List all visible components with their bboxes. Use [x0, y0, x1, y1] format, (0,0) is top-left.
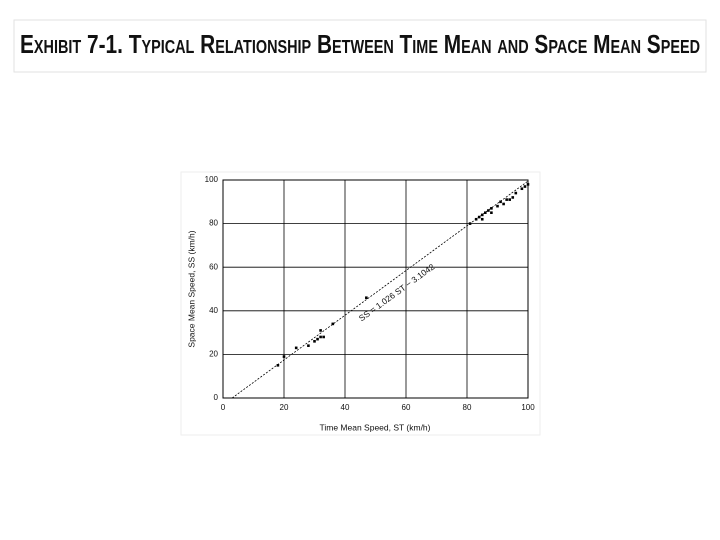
data-point — [499, 200, 502, 204]
data-point — [365, 296, 368, 300]
data-point — [477, 215, 481, 219]
data-point — [484, 211, 487, 214]
data-point — [307, 344, 310, 347]
data-point — [480, 213, 484, 217]
x-tick-label: 60 — [402, 403, 411, 412]
data-point — [468, 222, 472, 225]
data-point — [331, 322, 335, 326]
y-tick-label: 20 — [209, 350, 218, 359]
data-point — [514, 191, 518, 195]
y-tick-label: 60 — [209, 262, 218, 271]
data-point — [316, 337, 319, 341]
data-point — [282, 355, 286, 358]
data-point — [480, 217, 484, 221]
data-point — [322, 335, 325, 339]
data-point — [474, 217, 478, 221]
data-point — [319, 335, 322, 339]
y-tick-label: 0 — [214, 393, 219, 402]
x-tick-label: 100 — [521, 403, 535, 412]
slide-title: Exhibit 7-1. Typical Relationship Betwee… — [20, 29, 700, 59]
y-tick-label: 40 — [209, 306, 218, 315]
x-tick-label: 40 — [341, 403, 350, 412]
data-point — [313, 340, 316, 343]
data-point — [487, 209, 490, 212]
data-point — [508, 198, 511, 201]
data-point — [319, 329, 322, 332]
data-point — [496, 204, 499, 208]
x-tick-label: 20 — [280, 403, 289, 412]
data-point — [526, 183, 530, 186]
data-point — [490, 211, 493, 214]
x-tick-label: 80 — [463, 403, 472, 412]
y-tick-label: 100 — [205, 175, 219, 184]
x-axis-label: Time Mean Speed, ST (km/h) — [319, 422, 430, 432]
y-tick-label: 80 — [209, 219, 218, 228]
data-point — [520, 187, 524, 191]
data-point — [502, 202, 505, 206]
data-point — [490, 207, 493, 210]
y-axis-label: Space Mean Speed, SS (km/h) — [186, 230, 196, 347]
title-band — [13, 19, 707, 73]
data-point — [276, 364, 280, 367]
data-point — [511, 196, 515, 199]
data-point — [294, 346, 298, 350]
x-tick-label: 0 — [221, 403, 226, 412]
data-point — [523, 185, 527, 188]
data-point — [505, 198, 508, 201]
